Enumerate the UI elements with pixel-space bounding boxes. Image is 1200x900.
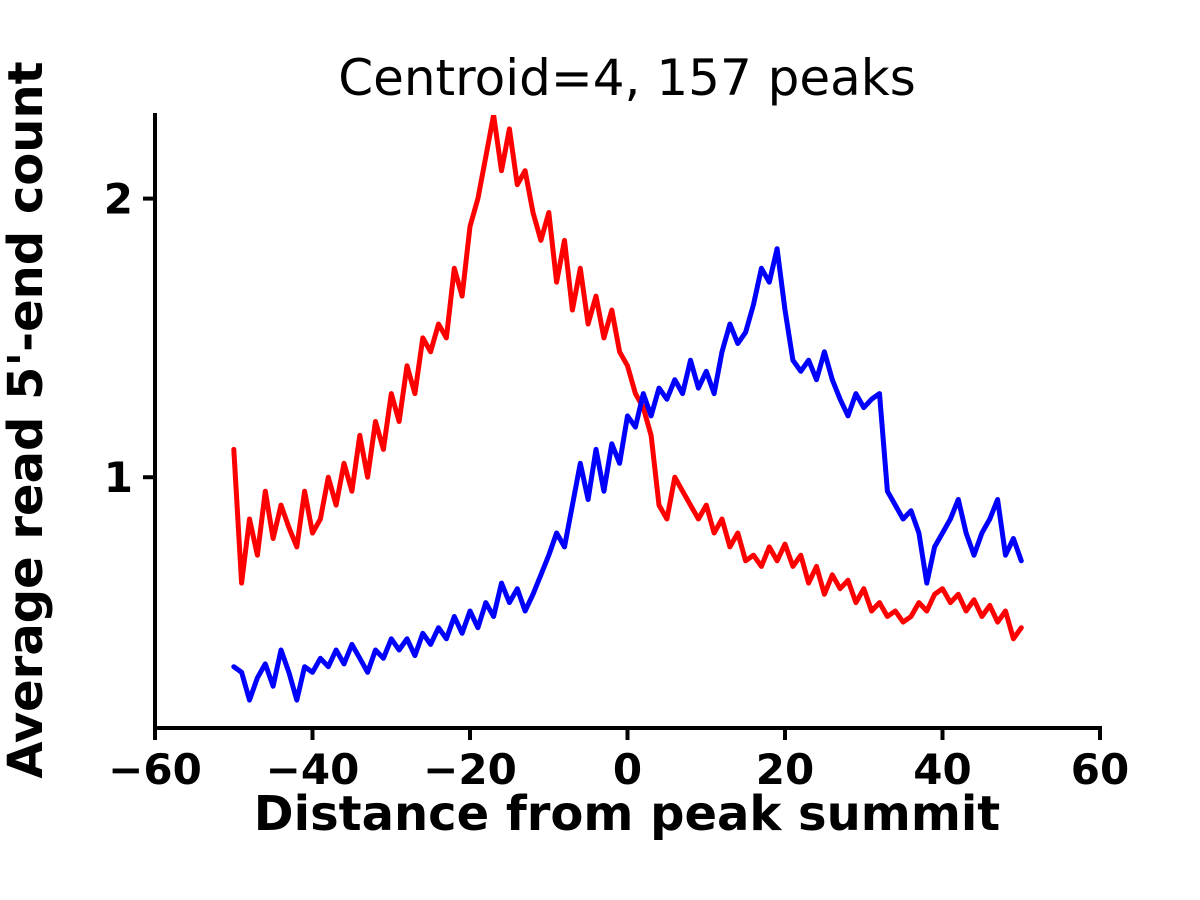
- chart-title: Centroid=4, 157 peaks: [338, 49, 916, 107]
- axis-ticks: [143, 196, 1102, 740]
- y-tick-label: 2: [104, 175, 133, 224]
- y-tick-label: 1: [104, 453, 133, 502]
- x-tick-label: 0: [613, 745, 642, 794]
- x-tick-label: 40: [913, 745, 971, 794]
- x-axis-label: Distance from peak summit: [254, 786, 1000, 842]
- x-tick-label: −20: [423, 745, 517, 794]
- x-tick-label: −60: [108, 745, 202, 794]
- series-blue-line: [231, 246, 1024, 703]
- series-red-line: [231, 115, 1024, 642]
- y-axis-label: Average read 5'-end count: [0, 61, 54, 778]
- x-tick-label: 60: [1071, 745, 1129, 794]
- series-lines: [231, 115, 1024, 703]
- tick-labels: −60 −40 −20 0 20 40 60 1 2: [104, 175, 1129, 794]
- x-tick-label: 20: [756, 745, 814, 794]
- x-tick-label: −40: [266, 745, 360, 794]
